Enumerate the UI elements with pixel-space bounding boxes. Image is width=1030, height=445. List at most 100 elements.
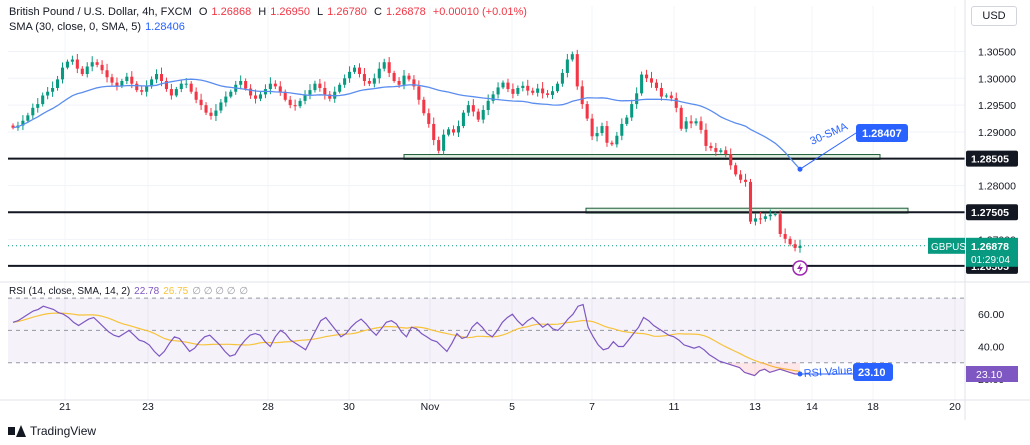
candle-body <box>714 148 718 152</box>
candle-body <box>585 104 589 119</box>
candle-body <box>65 61 69 68</box>
change-value: +0.00010 (+0.01%) <box>432 6 527 18</box>
candle-body <box>46 91 50 96</box>
time-tick-label: 21 <box>59 401 71 413</box>
candle-body <box>719 150 723 152</box>
candle-body <box>768 214 772 217</box>
rsi-legend[interactable]: RSI (14, close, SMA, 14, 2) 22.78 26.75 ∅ ∅… <box>9 286 252 297</box>
candle-body <box>798 245 802 248</box>
candle-body <box>526 85 530 91</box>
candle-body <box>565 59 569 73</box>
candle-body <box>75 59 79 69</box>
sma-callout-dot <box>797 166 803 172</box>
candle-body <box>763 216 767 219</box>
candle-body <box>249 88 253 96</box>
candle-body <box>689 121 693 124</box>
candle-body <box>100 64 104 71</box>
candle-body <box>308 90 312 95</box>
candle-body <box>783 233 787 239</box>
candle-body <box>21 120 25 126</box>
time-tick-label: Nov <box>421 401 440 413</box>
candle-body <box>41 95 45 105</box>
candle-body <box>239 80 243 85</box>
candle-body <box>625 117 629 124</box>
candle-body <box>476 111 480 120</box>
candle-body <box>496 87 500 95</box>
rsi-tick-label: 60.00 <box>978 309 1004 321</box>
sma-legend[interactable]: SMA (30, close, 0, SMA, 5) 1.28406 <box>9 21 189 33</box>
candle-body <box>669 95 673 99</box>
candle-body <box>174 89 178 96</box>
candle-body <box>417 86 421 100</box>
candle-body <box>694 121 698 124</box>
candle-body <box>343 78 347 85</box>
candle-body <box>125 76 129 81</box>
footer-brand[interactable]: TradingView <box>8 424 96 438</box>
candle-body <box>397 80 401 85</box>
rsi-line <box>12 303 800 377</box>
candle-body <box>595 133 599 137</box>
candle-body <box>511 89 515 94</box>
rsi-extra-2: ∅ <box>239 286 249 297</box>
high-label: H <box>258 6 267 18</box>
candle-body <box>605 126 609 143</box>
candle-body <box>159 74 164 81</box>
candle-body <box>654 82 658 88</box>
candle-body <box>120 80 124 87</box>
candle-body <box>51 87 55 92</box>
last-price-label: 1.26878 <box>971 241 1009 253</box>
open-label: O <box>198 6 208 18</box>
candle-body <box>684 121 688 129</box>
candle-body <box>130 76 134 84</box>
candle-body <box>491 94 495 101</box>
time-tick-label: 5 <box>509 401 515 413</box>
level-price-tag <box>966 150 1018 167</box>
candle-body <box>209 112 213 116</box>
close-label: C <box>373 6 382 18</box>
candle-body <box>550 91 555 95</box>
candle-body <box>199 99 203 106</box>
candle-body <box>466 105 470 113</box>
candle-body <box>659 87 663 97</box>
candle-body <box>115 82 119 87</box>
sma-callout-text: 30-SMA <box>808 120 850 147</box>
candle-body <box>501 82 505 88</box>
candle-body <box>338 84 342 92</box>
rsi-callout-value: 23.10 <box>858 367 886 379</box>
candle-body <box>288 99 292 106</box>
rsi-oversold-fill <box>729 362 800 376</box>
candle-body <box>140 90 144 92</box>
level-price-tag <box>966 204 1018 221</box>
time-tick-label: 20 <box>949 401 961 413</box>
candle-body <box>793 244 797 248</box>
candle-body <box>516 87 520 94</box>
rsi-tick-label: 40.00 <box>978 342 1004 354</box>
candle-body <box>442 134 446 151</box>
candle-body <box>298 100 302 107</box>
candle-body <box>387 62 391 73</box>
candle-body <box>31 107 35 116</box>
candle-body <box>244 80 248 89</box>
brand-name: TradingView <box>30 424 97 438</box>
candle-body <box>155 74 159 80</box>
open-value: 1.26868 <box>211 6 252 18</box>
candle-body <box>704 129 708 146</box>
candle-body <box>560 72 564 84</box>
candle-body <box>407 75 411 80</box>
rsi-callout-text: RSI Value <box>803 365 852 380</box>
candle-body <box>699 121 703 130</box>
low-label: L <box>317 6 324 18</box>
time-tick-label: 18 <box>867 401 879 413</box>
candle-body <box>362 74 366 81</box>
candle-body <box>734 165 738 175</box>
currency-button[interactable]: USD <box>971 6 1017 26</box>
candle-body <box>36 104 40 108</box>
sma-30-line <box>12 78 801 170</box>
candle-body <box>521 85 525 88</box>
candle-body <box>357 67 362 75</box>
symbol-tag-box <box>928 237 965 254</box>
candle-body <box>372 78 376 84</box>
instrument-title[interactable]: British Pound / U.S. Dollar, 4h, FXCM <box>9 6 192 18</box>
time-tick-label: 30 <box>343 401 355 413</box>
